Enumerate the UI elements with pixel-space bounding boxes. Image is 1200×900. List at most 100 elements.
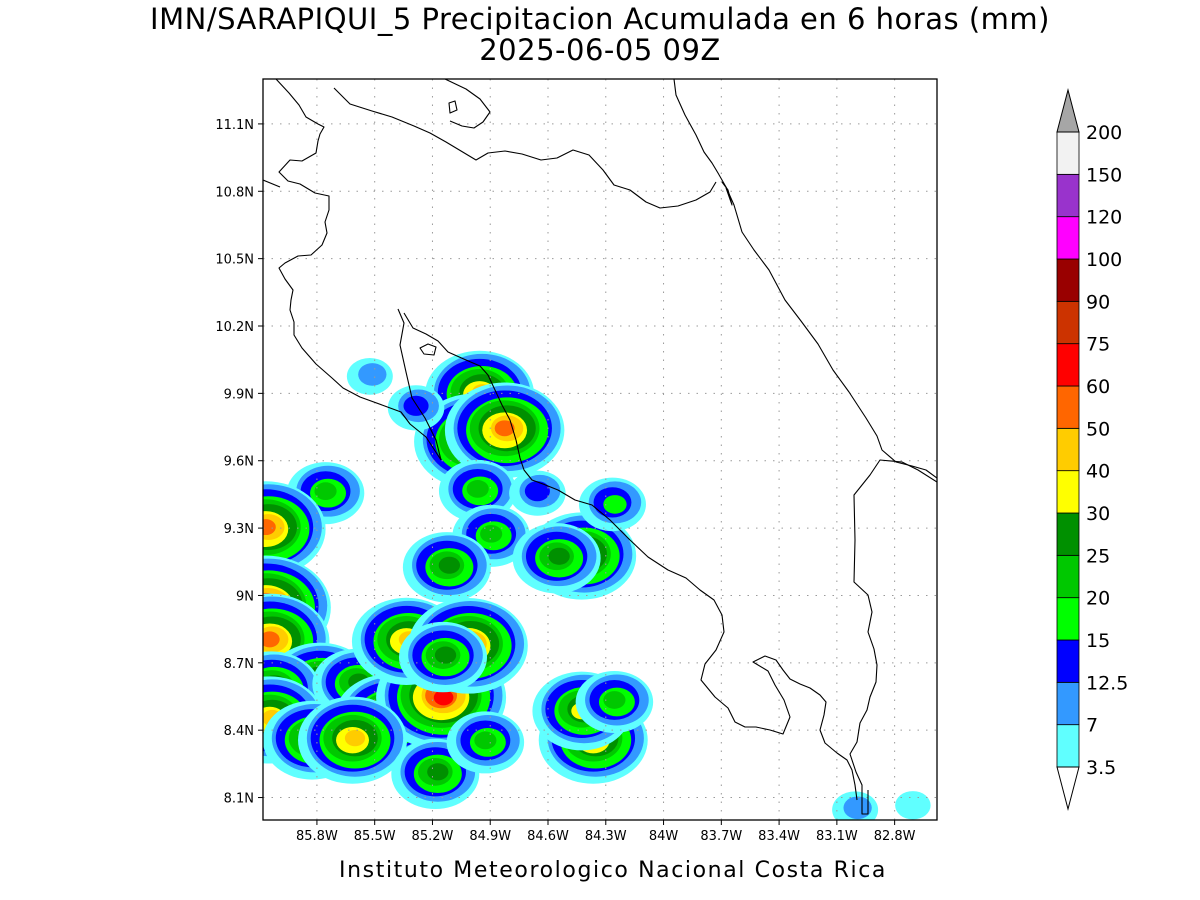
precip-cell <box>895 791 931 820</box>
lat-tick-label: 10.5N <box>215 253 254 268</box>
precip-cell <box>578 477 646 532</box>
map-border <box>262 78 938 821</box>
precipitation-layer <box>263 350 931 820</box>
latitude-axis: 11.1N 10.8N 10.5N 10.2N 9.9N 9.6N 9.3N 9N 8.7N 8.… <box>215 118 263 807</box>
precip-cell <box>438 459 517 522</box>
precip-cell <box>832 791 879 820</box>
legend-level-label: 50 <box>1086 418 1110 440</box>
lat-tick-label: 10.8N <box>215 185 254 200</box>
panama-border <box>849 459 937 815</box>
legend-swatch <box>1056 131 1080 175</box>
legend-level-label: 12.5 <box>1086 672 1128 694</box>
pacific-coast-south <box>397 308 442 461</box>
precip-contour-20 <box>480 524 503 543</box>
precip-contour-20 <box>474 731 497 750</box>
lake-island <box>448 100 458 114</box>
color-bar-legend: 3.5 7 12.5 15 20 25 30 40 50 60 75 90 100 120 150 200 <box>1056 88 1128 811</box>
legend-level-label: 200 <box>1086 122 1122 144</box>
legend-upper-arrow <box>1056 88 1080 133</box>
lat-tick-label: 8.7N <box>224 657 254 672</box>
precip-contour-50 <box>263 519 276 536</box>
nicoya-gulf-east <box>403 312 858 801</box>
lat-tick-label: 8.1N <box>224 792 254 807</box>
coastlines <box>263 79 937 815</box>
precip-cell <box>446 711 525 774</box>
precip-cell <box>512 523 601 594</box>
lat-tick-label: 9.9N <box>224 387 254 402</box>
legend-swatch <box>1056 173 1080 218</box>
lon-tick-label: 84W <box>649 829 679 844</box>
precip-cell <box>263 481 326 577</box>
precip-contour-3.5 <box>895 791 931 820</box>
precip-contour-20 <box>314 482 337 501</box>
legend-swatch <box>1056 639 1080 683</box>
lon-tick-label: 82.8W <box>874 829 916 844</box>
precip-contour-25 <box>548 547 570 565</box>
precip-contour-25 <box>427 763 449 781</box>
legend-level-label: 30 <box>1086 503 1110 525</box>
legend-level-label: 25 <box>1086 545 1110 567</box>
lon-tick-label: 84.6W <box>527 829 569 844</box>
graticule <box>263 79 937 820</box>
precip-contour-25 <box>434 646 457 664</box>
precip-contour-20 <box>603 691 626 709</box>
precip-contour-50 <box>494 420 515 437</box>
map-title-line1: IMN/SARAPIQUI_5 Precipitacion Acumulada … <box>150 2 1050 36</box>
western-border-stub <box>263 179 281 188</box>
legend-swatch <box>1056 597 1080 641</box>
legend-swatch <box>1056 512 1080 556</box>
legend-level-label: 40 <box>1086 461 1110 483</box>
lake-nicaragua-north <box>444 79 491 129</box>
legend-swatch <box>1056 300 1080 345</box>
lon-tick-label: 83.4W <box>758 829 800 844</box>
legend-level-label: 120 <box>1086 207 1122 229</box>
legend-level-label: 7 <box>1086 715 1098 737</box>
legend-lower-arrow <box>1056 766 1080 811</box>
mainland-interior-line <box>721 181 733 206</box>
precip-contour-25 <box>438 556 461 574</box>
precip-contour-15 <box>603 495 627 514</box>
lon-tick-label: 83.1W <box>816 829 858 844</box>
precip-cell <box>387 385 445 431</box>
legend-swatch <box>1056 681 1080 726</box>
precip-contour-50 <box>263 631 280 648</box>
longitude-axis: 85.8W 85.5W 85.2W 84.9W 84.6W 84.3W 84W 83.7W 83… <box>296 820 916 844</box>
lon-tick-label: 83.7W <box>700 829 742 844</box>
lat-tick-label: 9N <box>236 589 254 604</box>
nicoya-inner-island <box>419 343 437 356</box>
lat-tick-label: 11.1N <box>215 118 254 133</box>
legend-swatch <box>1056 554 1080 599</box>
lat-tick-label: 8.4N <box>224 724 254 739</box>
nicaragua-coast-west <box>275 79 442 461</box>
legend-swatch <box>1056 427 1080 472</box>
precip-contour-12.5 <box>403 395 429 416</box>
precip-contour-12.5 <box>524 481 550 502</box>
precip-contour-7 <box>358 363 387 386</box>
legend-swatch <box>1056 470 1080 514</box>
lon-tick-label: 84.3W <box>585 829 627 844</box>
precip-cell <box>298 696 408 784</box>
precip-cell <box>402 532 491 603</box>
lake-nicaragua-shore <box>333 87 717 209</box>
precip-cell <box>575 670 654 733</box>
precip-contour-20 <box>466 480 489 498</box>
precip-contour-40 <box>344 730 366 747</box>
precip-cell <box>399 621 488 693</box>
legend-level-label: 75 <box>1086 334 1110 356</box>
legend-swatch <box>1056 385 1080 429</box>
institution-credit: Instituto Meteorologico Nacional Costa R… <box>339 858 887 883</box>
precip-contour-60 <box>433 689 454 706</box>
precip-contour-7 <box>843 796 872 820</box>
legend-level-label: 100 <box>1086 249 1122 271</box>
lon-tick-label: 85.2W <box>412 829 454 844</box>
legend-swatch <box>1056 258 1080 302</box>
map-title-line2: 2025-06-05 09Z <box>479 33 721 67</box>
lon-tick-label: 84.9W <box>469 829 511 844</box>
caribbean-coast <box>673 79 937 479</box>
precip-cell <box>346 358 393 395</box>
map-panel <box>262 78 938 821</box>
precip-cell <box>509 470 566 516</box>
lat-tick-label: 9.6N <box>224 455 254 470</box>
legend-level-label: 60 <box>1086 376 1110 398</box>
